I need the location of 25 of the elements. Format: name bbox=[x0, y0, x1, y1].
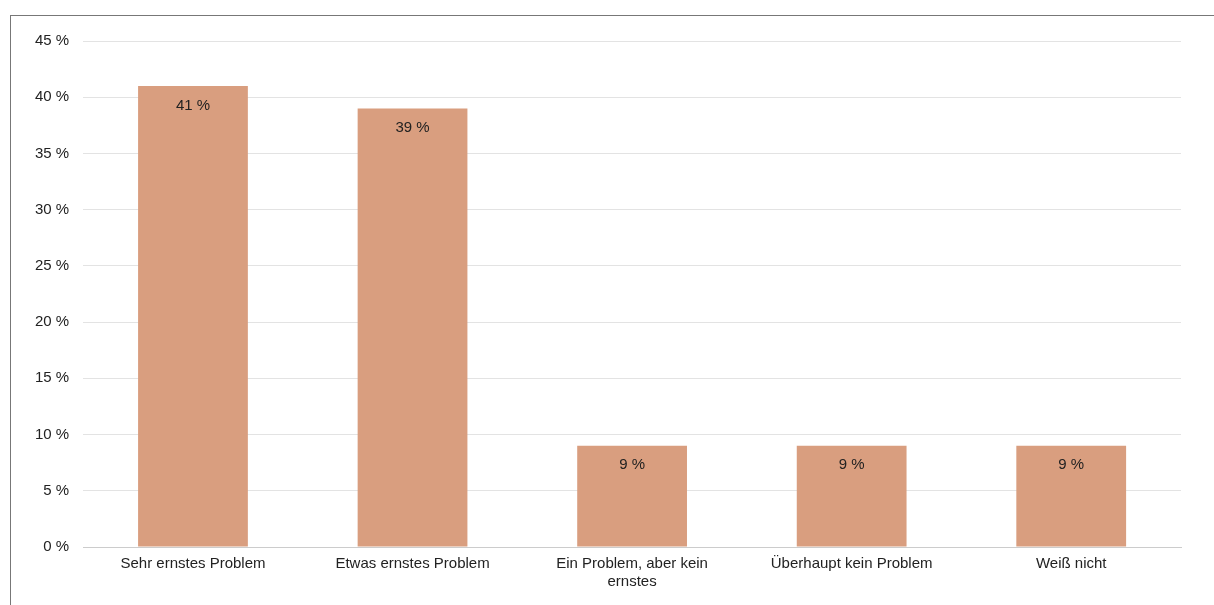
y-tick-label: 20 % bbox=[34, 312, 70, 330]
y-tick-label: 45 % bbox=[34, 31, 70, 49]
data-label: 41 % bbox=[175, 95, 211, 113]
x-tick-label: Sehr ernstes Problem bbox=[120, 554, 266, 572]
y-tick-label: 15 % bbox=[34, 368, 70, 386]
data-label: 9 % bbox=[1058, 455, 1085, 473]
bar bbox=[357, 108, 468, 547]
bar bbox=[577, 445, 687, 547]
x-tick-label: Etwas ernstes Problem bbox=[335, 554, 490, 572]
y-tick-label: 25 % bbox=[34, 256, 70, 274]
bar bbox=[1016, 445, 1127, 547]
bar bbox=[796, 445, 907, 547]
data-label: 39 % bbox=[395, 118, 430, 136]
data-label: 9 % bbox=[619, 455, 646, 473]
x-tick-label: Überhaupt kein Problem bbox=[770, 554, 933, 572]
y-tick-label: 30 % bbox=[34, 199, 70, 217]
y-tick-label: 0 % bbox=[43, 537, 70, 555]
y-tick-label: 35 % bbox=[34, 143, 70, 161]
y-tick-label: 40 % bbox=[34, 87, 70, 105]
y-tick-label: 10 % bbox=[34, 424, 70, 442]
x-tick-label: Ein Problem, aber kein ernstes bbox=[556, 554, 708, 590]
data-label: 9 % bbox=[838, 455, 865, 473]
y-tick-label: 5 % bbox=[43, 480, 70, 498]
bar bbox=[138, 85, 248, 547]
x-tick-label: Weiß nicht bbox=[1035, 554, 1108, 572]
